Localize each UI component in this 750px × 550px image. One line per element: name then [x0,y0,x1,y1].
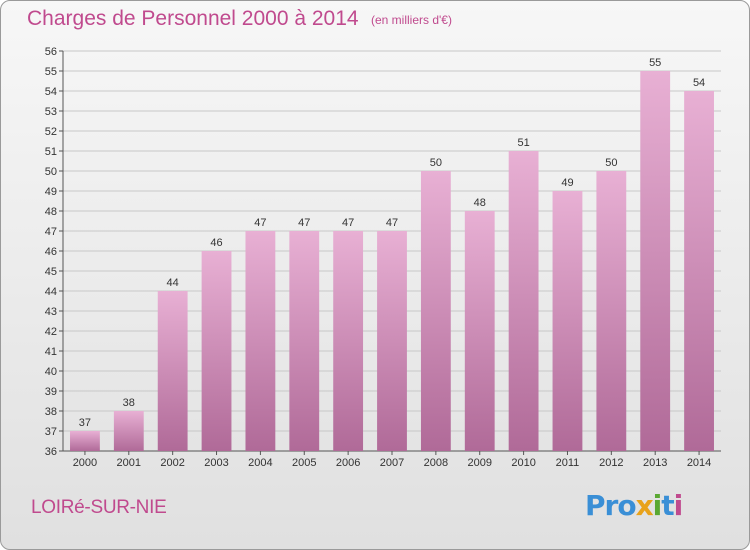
bar-value-label: 46 [210,237,222,249]
x-tick-label: 2004 [248,457,272,469]
bar-value-label: 37 [79,417,91,429]
x-tick-label: 2010 [511,457,535,469]
y-tick-label: 40 [45,366,57,378]
bar-value-label: 48 [474,197,486,209]
bar-value-label: 50 [605,157,617,169]
y-tick-label: 50 [45,166,57,178]
bar-value-label: 55 [649,57,661,69]
proxiti-logo: Proxiti [585,489,684,522]
x-tick-label: 2002 [160,457,184,469]
bar [333,231,364,451]
x-tick-label: 2007 [380,457,404,469]
bar-value-label: 51 [517,137,529,149]
logo-part: i [673,489,684,522]
commune-name: LOIRé-SUR-NIE [31,497,167,518]
bar-value-label: 50 [430,157,442,169]
logo-part: Pro [585,489,637,522]
bar [640,71,671,451]
bar [684,91,714,451]
y-tick-label: 45 [45,266,57,278]
y-tick-label: 48 [45,206,57,218]
bar [420,171,451,451]
bar [508,151,539,451]
y-tick-label: 36 [45,446,57,458]
y-tick-label: 52 [45,126,57,138]
x-tick-label: 2013 [643,457,667,469]
logo-part: t [661,489,674,522]
y-tick-label: 42 [45,326,57,338]
y-tick-label: 44 [45,286,57,298]
x-tick-label: 2008 [424,457,448,469]
bar [552,191,583,451]
y-tick-label: 47 [45,226,57,238]
bar [113,411,144,451]
bar [245,231,276,451]
bar [596,171,627,451]
x-tick-label: 2001 [117,457,141,469]
y-tick-label: 53 [45,106,57,118]
x-tick-label: 2011 [556,457,580,469]
y-tick-label: 54 [45,86,57,98]
y-tick-label: 43 [45,306,57,318]
y-tick-label: 39 [45,386,57,398]
y-tick-label: 55 [45,66,57,78]
bar-value-label: 38 [123,397,135,409]
logo-part: x [635,489,654,522]
y-tick-label: 46 [45,246,57,258]
x-tick-label: 2006 [336,457,360,469]
bar-value-label: 47 [254,217,266,229]
bars [70,71,714,451]
y-tick-label: 41 [45,346,57,358]
bar-value-label: 44 [167,277,179,289]
y-tick-label: 56 [45,46,57,58]
bar [157,291,188,451]
bar-value-label: 49 [561,177,573,189]
y-tick-label: 37 [45,426,57,438]
chart-title: Charges de Personnel 2000 à 2014 [27,7,359,30]
x-tick-label: 2003 [204,457,228,469]
bar [289,231,320,451]
x-tick-label: 2014 [687,457,711,469]
bar-value-label: 47 [386,217,398,229]
bar [464,211,495,451]
x-tick-label: 2005 [292,457,316,469]
bar [201,251,232,451]
labels: 36 37 38 39 40 41 42 43 44 45 46 47 48 49 50 51 52 53 54 55… [45,46,712,469]
y-tick-label: 51 [45,146,57,158]
bar [377,231,407,451]
chart-subtitle: (en milliers d'€) [371,13,452,27]
bar-value-label: 54 [693,77,705,89]
y-tick-label: 49 [45,186,57,198]
y-tick-label: 38 [45,406,57,418]
bar-value-label: 47 [298,217,310,229]
x-tick-label: 2012 [599,457,623,469]
logo-part: i [652,489,663,522]
bar-value-label: 47 [342,217,354,229]
bar [70,431,100,451]
x-tick-label: 2009 [467,457,491,469]
x-tick-label: 2000 [73,457,97,469]
